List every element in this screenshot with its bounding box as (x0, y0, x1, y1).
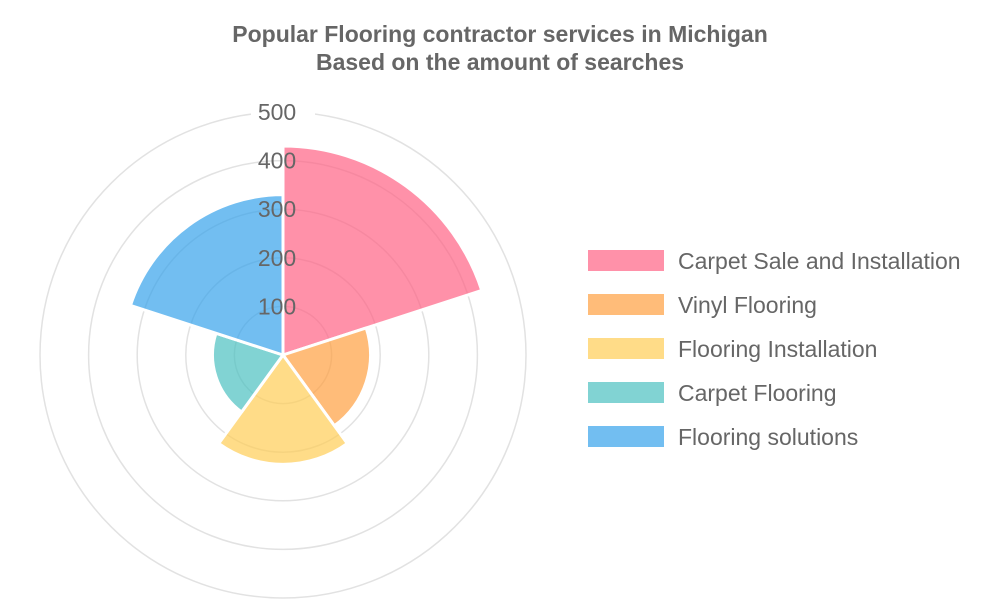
legend-swatch-1 (588, 294, 664, 315)
tick-backdrop-4 (251, 99, 315, 125)
legend-item-0[interactable]: Carpet Sale and Installation (588, 248, 961, 274)
legend-label-3: Carpet Flooring (678, 380, 837, 406)
tick-label-3: 400 (258, 148, 296, 174)
slice-4[interactable] (128, 193, 285, 357)
legend-item-2[interactable]: Flooring Installation (588, 336, 877, 362)
slice-1[interactable] (281, 326, 372, 428)
tick-label-1: 200 (258, 245, 296, 271)
legend-label-0: Carpet Sale and Installation (678, 248, 961, 274)
chart-legend: Carpet Sale and Installation Vinyl Floori… (588, 248, 961, 450)
legend-swatch-2 (588, 338, 664, 359)
slice-0[interactable] (281, 144, 484, 357)
legend-swatch-4 (588, 426, 664, 447)
slice-3[interactable] (211, 331, 285, 414)
legend-item-3[interactable]: Carpet Flooring (588, 380, 837, 406)
legend-item-4[interactable]: Flooring solutions (588, 424, 858, 450)
legend-swatch-0 (588, 250, 664, 271)
radial-tick-labels: 100 200 300 400 500 (251, 99, 315, 319)
legend-item-1[interactable]: Vinyl Flooring (588, 292, 817, 318)
tick-label-4: 500 (258, 99, 296, 125)
slice-2[interactable] (217, 353, 349, 466)
chart-slices (128, 144, 484, 466)
tick-label-0: 100 (258, 293, 296, 319)
legend-label-4: Flooring solutions (678, 424, 858, 450)
legend-swatch-3 (588, 382, 664, 403)
chart-title-line-2: Based on the amount of searches (316, 49, 684, 75)
tick-label-2: 300 (258, 196, 296, 222)
chart-title-line-1: Popular Flooring contractor services in … (232, 21, 768, 47)
legend-label-1: Vinyl Flooring (678, 292, 817, 318)
legend-label-2: Flooring Installation (678, 336, 877, 362)
